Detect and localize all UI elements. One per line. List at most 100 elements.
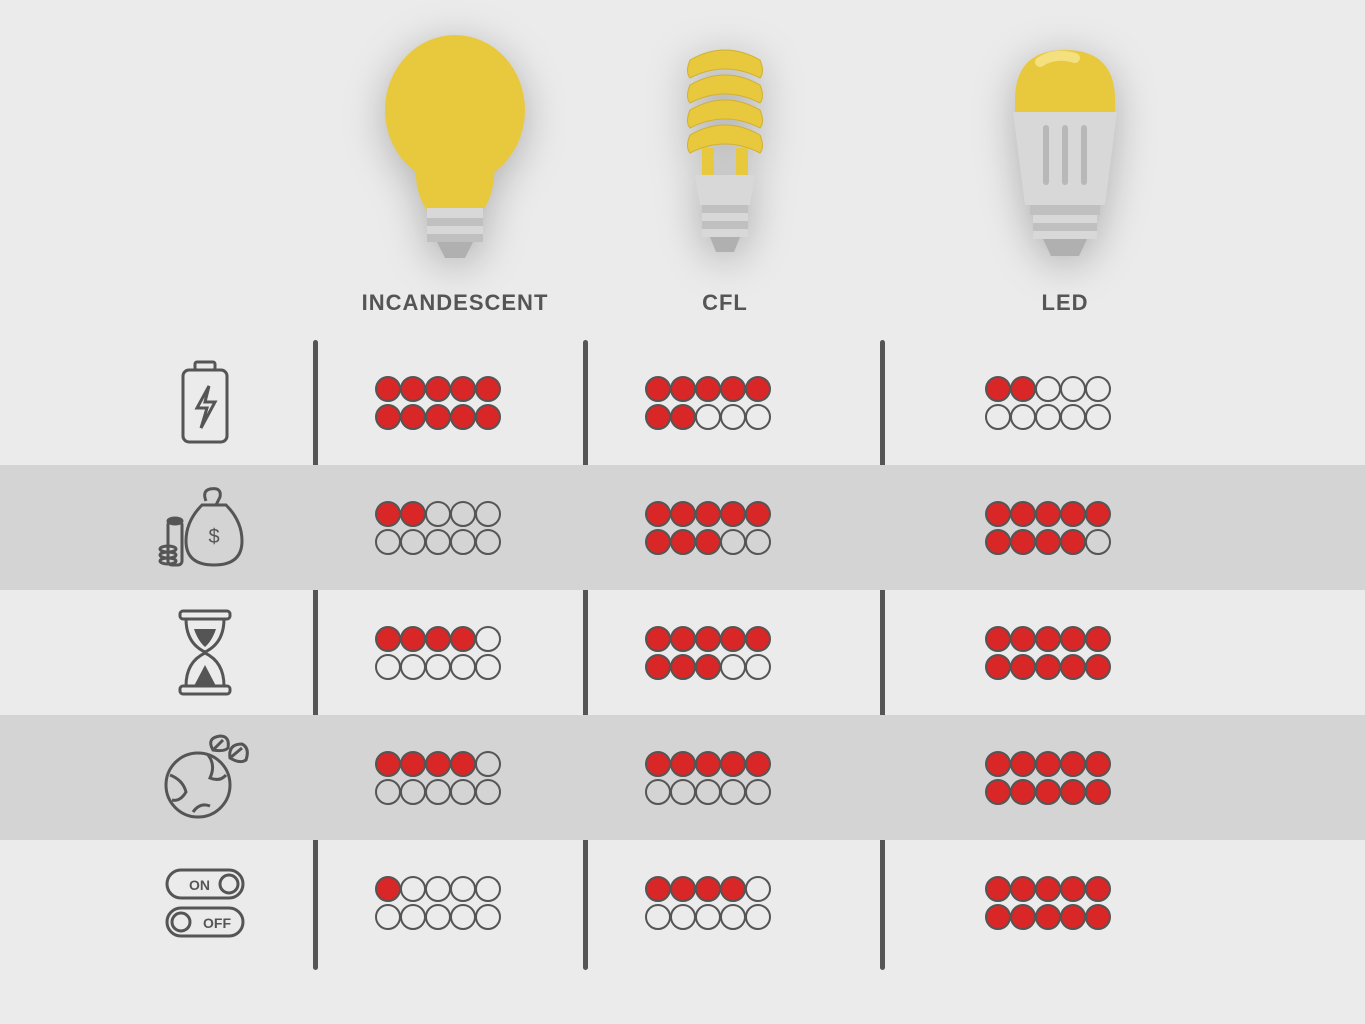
metric-row-cost: $ [0,465,1365,590]
score-dot [475,779,501,805]
score-dot [670,404,696,430]
score-dot [645,779,671,805]
score-dot [645,376,671,402]
score-dot [745,501,771,527]
score-dot [695,376,721,402]
score-dot [1010,501,1036,527]
score-dot [400,529,426,555]
led-bulb-icon [985,30,1145,280]
score-dot [645,626,671,652]
score-dot [645,751,671,777]
battery-lightning-icon [140,340,270,465]
score-dot [450,904,476,930]
score-dot [400,779,426,805]
score-dot [475,376,501,402]
score-dot [475,654,501,680]
score-dot [645,876,671,902]
score-dot [985,501,1011,527]
comparison-grid: $ [0,340,1365,965]
score-dot [1035,529,1061,555]
metric-row-switching: ON OFF [0,840,1365,965]
score-dot [1060,501,1086,527]
cfl-bulb-icon [650,30,800,280]
score-dot [1010,654,1036,680]
score-dot [1085,779,1111,805]
score-dot [745,779,771,805]
score-dot [1085,501,1111,527]
score-cell [645,715,845,840]
score-dot [425,404,451,430]
score-dot [985,779,1011,805]
score-dot [425,876,451,902]
score-dot [1060,626,1086,652]
score-dot [425,529,451,555]
score-dot [1085,529,1111,555]
score-dot [720,779,746,805]
hourglass-icon [140,590,270,715]
score-dot [1060,529,1086,555]
score-dot [1010,404,1036,430]
score-dot [450,779,476,805]
score-dot [985,876,1011,902]
score-dot [720,529,746,555]
score-dot [375,904,401,930]
score-dot [475,529,501,555]
score-dot [670,376,696,402]
score-dot [425,779,451,805]
score-dot [375,376,401,402]
score-dot [745,404,771,430]
score-cell [645,465,845,590]
score-dot [375,404,401,430]
score-dot [475,626,501,652]
score-dot [720,501,746,527]
score-dot [1010,876,1036,902]
column-header-incandescent: INCANDESCENT [355,30,555,285]
column-label: LED [965,290,1165,316]
score-dot [425,501,451,527]
score-dot [1035,626,1061,652]
score-dot [745,904,771,930]
score-cell [645,590,845,715]
score-dot [720,904,746,930]
score-dot [1035,376,1061,402]
score-dot [745,876,771,902]
score-dot [670,626,696,652]
score-dot [1085,654,1111,680]
score-dot [400,876,426,902]
score-dot [1010,376,1036,402]
score-dot [1060,751,1086,777]
score-dot [695,626,721,652]
score-dot [450,404,476,430]
score-dot [670,501,696,527]
score-dot [400,654,426,680]
score-dot [475,876,501,902]
score-dot [425,654,451,680]
score-dot [1060,779,1086,805]
score-dot [400,404,426,430]
score-dot [1085,626,1111,652]
score-dot [425,751,451,777]
score-dot [1085,404,1111,430]
svg-text:OFF: OFF [203,915,231,931]
score-dot [745,626,771,652]
score-dot [985,654,1011,680]
column-header-led: LED [965,30,1165,285]
score-cell [645,840,845,965]
score-dot [1035,904,1061,930]
column-label: INCANDESCENT [355,290,555,316]
score-dot [400,751,426,777]
score-dot [720,404,746,430]
score-dot [450,529,476,555]
score-dot [670,751,696,777]
score-dot [1060,904,1086,930]
score-cell [375,465,575,590]
score-cell [985,465,1185,590]
earth-leaf-icon [140,715,270,840]
score-dot [670,904,696,930]
score-dot [695,876,721,902]
score-dot [745,751,771,777]
score-dot [695,529,721,555]
score-dot [695,779,721,805]
score-dot [475,501,501,527]
score-dot [985,404,1011,430]
